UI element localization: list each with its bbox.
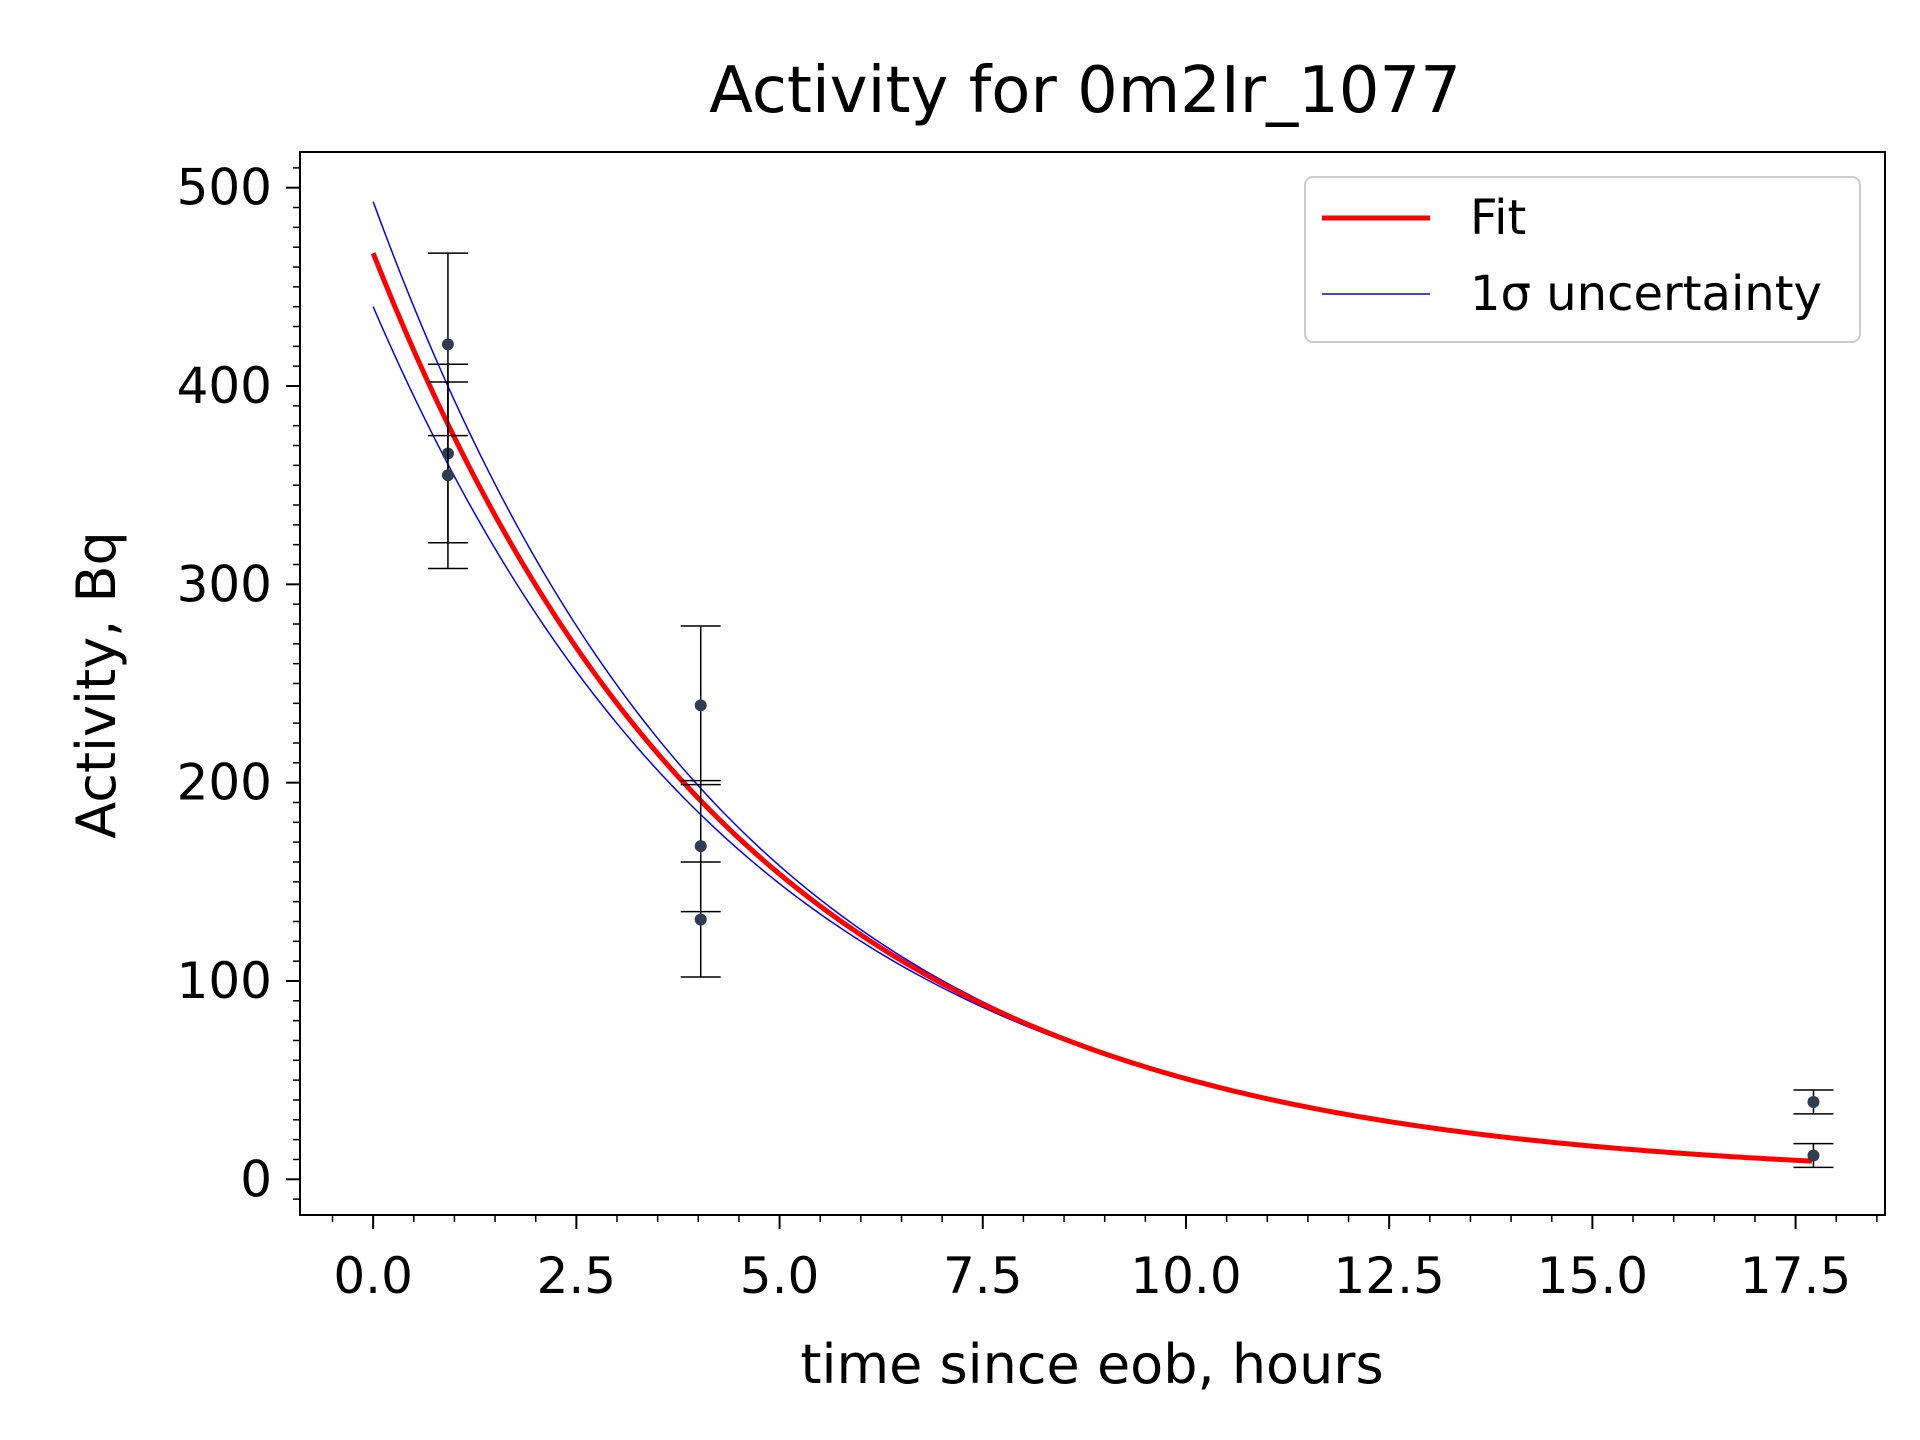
data-points <box>427 252 1834 1169</box>
curves <box>370 201 1812 1164</box>
x-tick-label: 17.5 <box>1740 1247 1851 1305</box>
data-point <box>694 913 707 926</box>
x-tick-label: 10.0 <box>1130 1247 1241 1305</box>
data-point <box>441 469 454 482</box>
legend-box <box>1304 176 1861 343</box>
y-axis: 0 100 200 300 400 500 <box>177 159 300 1208</box>
y-tick-label: 100 <box>177 952 272 1010</box>
data-point-group <box>680 861 721 978</box>
data-point <box>441 338 454 351</box>
chart-title: Activity for 0m2Ir_1077 <box>709 54 1461 128</box>
x-tick-label: 15.0 <box>1537 1247 1648 1305</box>
data-point-group <box>1793 1089 1834 1115</box>
data-point-group <box>427 381 468 570</box>
data-point-group <box>680 625 721 786</box>
y-tick-label: 400 <box>177 357 272 415</box>
fit-line <box>370 252 1812 1164</box>
legend-fit-label: Fit <box>1470 190 1526 246</box>
x-tick-label: 0.0 <box>333 1247 413 1305</box>
x-tick-label: 5.0 <box>740 1247 820 1305</box>
y-tick-label: 200 <box>177 754 272 812</box>
x-axis-label: time since eob, hours <box>800 1333 1383 1396</box>
y-tick-label: 500 <box>177 159 272 217</box>
x-axis: 0.0 2.5 5.0 7.5 10.0 12.5 15.0 17.5 <box>331 1215 1878 1305</box>
data-point <box>694 699 707 712</box>
legend-uncertainty-label: 1σ uncertainty <box>1470 266 1822 322</box>
y-tick-label: 300 <box>177 555 272 613</box>
legend: Fit 1σ uncertainty <box>1304 176 1861 343</box>
x-tick-label: 2.5 <box>537 1247 617 1305</box>
data-point <box>694 840 707 853</box>
data-point-group <box>1793 1142 1834 1169</box>
uncertainty-upper-line <box>372 201 1812 1163</box>
data-point <box>1807 1149 1820 1162</box>
y-axis-label: Activity, Bq <box>65 531 128 839</box>
y-tick-label: 0 <box>240 1150 272 1208</box>
data-point <box>1807 1095 1820 1108</box>
x-tick-label: 12.5 <box>1334 1247 1445 1305</box>
uncertainty-lower-line <box>372 306 1812 1162</box>
x-tick-label: 7.5 <box>943 1247 1023 1305</box>
